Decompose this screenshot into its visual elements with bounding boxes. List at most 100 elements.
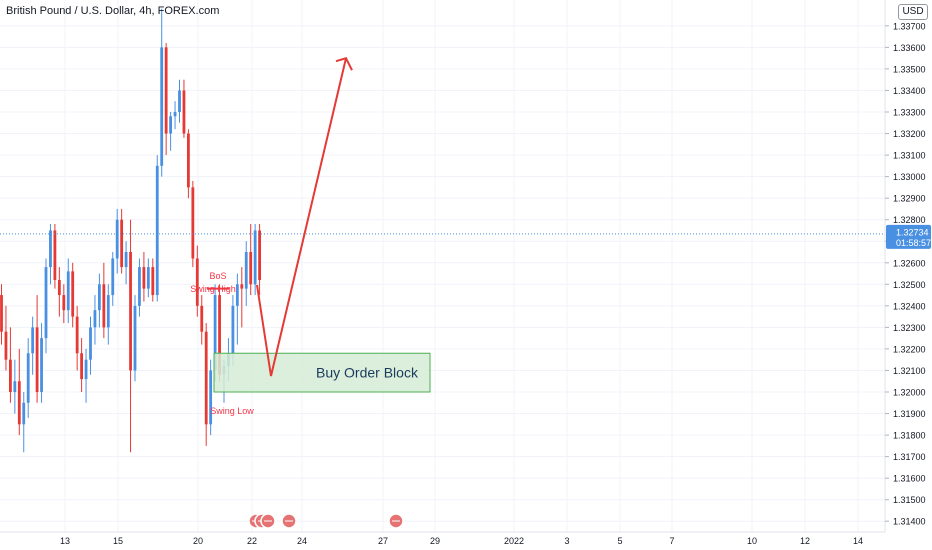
grid-lines [0,0,885,532]
price-tag-background [886,224,931,249]
candle [164,43,168,156]
candle-body [71,271,75,317]
x-tick-label: 24 [297,536,307,546]
candle-body [258,230,261,280]
y-tick-label: 1.33400 [893,86,926,96]
candle-body [31,327,35,354]
candle [173,101,177,130]
y-tick-label: 1.31500 [893,495,926,505]
candle [75,305,79,371]
candle [66,258,70,324]
candle-body [240,284,244,289]
candle-body [106,295,110,328]
candle [111,252,115,306]
y-tick-label: 1.33200 [893,129,926,139]
y-tick-label: 1.33600 [893,43,926,53]
y-tick-label: 1.31700 [893,452,926,462]
candle-body [129,252,132,371]
x-axis-labels: 13 15 20 22 24 27 29 2022 3 5 7 10 12 14 [60,536,863,546]
candle [182,79,186,138]
x-tick-label: 13 [60,536,70,546]
candle-body [204,331,208,425]
candle-body [124,252,128,268]
candle [98,273,101,328]
candle [138,258,141,317]
x-tick-label: 5 [617,536,622,546]
candle [195,245,199,317]
y-tick-label: 1.31800 [893,431,926,441]
y-tick-label: 1.33700 [893,21,926,31]
candle-body [17,381,21,425]
candle [26,338,30,418]
candle [89,316,92,375]
candle [133,295,137,382]
candle [71,262,75,328]
candle-body [13,381,17,392]
candle [124,241,128,285]
candle [146,258,150,298]
candle-body [138,267,141,306]
candle-body [182,90,186,134]
candle [44,258,48,354]
candle [13,359,17,414]
candle-body [4,331,8,360]
candle-body [111,258,115,296]
y-tick-label: 1.32800 [893,215,926,225]
projection-path [256,57,347,377]
candle [244,241,248,306]
x-tick-label: 12 [800,536,810,546]
candle [9,327,12,403]
candle [249,224,253,296]
y-tick-label: 1.32900 [893,194,926,204]
candle-body [102,284,106,328]
candle-body [84,359,88,380]
candle-body [53,230,57,280]
x-tick-label: 3 [564,536,569,546]
currency-badge[interactable]: USD [898,4,928,20]
candle-body [173,112,177,117]
candle-body [120,219,124,268]
y-tick-label: 1.33300 [893,108,926,118]
chart-title: British Pound / U.S. Dollar, 4h, FOREX.c… [6,5,220,17]
candle-body [253,230,257,285]
x-tick-label: 15 [113,536,123,546]
candle-body [44,267,48,339]
candle-body [115,219,119,259]
candle-body [98,284,101,311]
y-tick-label: 1.32400 [893,301,926,311]
x-tick-label: 2022 [504,536,524,546]
candle [4,305,8,371]
y-tick-label: 1.32100 [893,366,926,376]
candle-body [200,305,204,332]
candle-body [35,327,39,392]
candle-body [146,267,150,289]
x-tick-label: 7 [669,536,674,546]
order-block-zone [213,352,431,393]
candle [151,258,155,302]
candle-body [213,295,217,371]
candle [155,155,159,302]
candle [169,112,172,151]
event-markers [248,513,404,529]
candle-body [209,370,213,425]
candle [187,129,190,199]
candle [93,295,97,345]
candle [80,338,83,392]
candle-body [9,359,12,392]
y-tick-label: 1.32600 [893,258,926,268]
candle-body [235,284,239,306]
x-tick-label: 14 [853,536,863,546]
candle [258,224,261,296]
y-tick-label: 1.31400 [893,517,926,527]
candle [49,224,52,285]
candle [129,219,132,453]
candle [191,180,195,268]
y-tick-label: 1.32000 [893,388,926,398]
candle-body [0,295,3,332]
candle [204,323,208,446]
candle [115,208,119,274]
projection-arrowhead [335,56,353,71]
x-tick-label: 10 [747,536,757,546]
swing-high-label: Swing High [190,284,236,294]
